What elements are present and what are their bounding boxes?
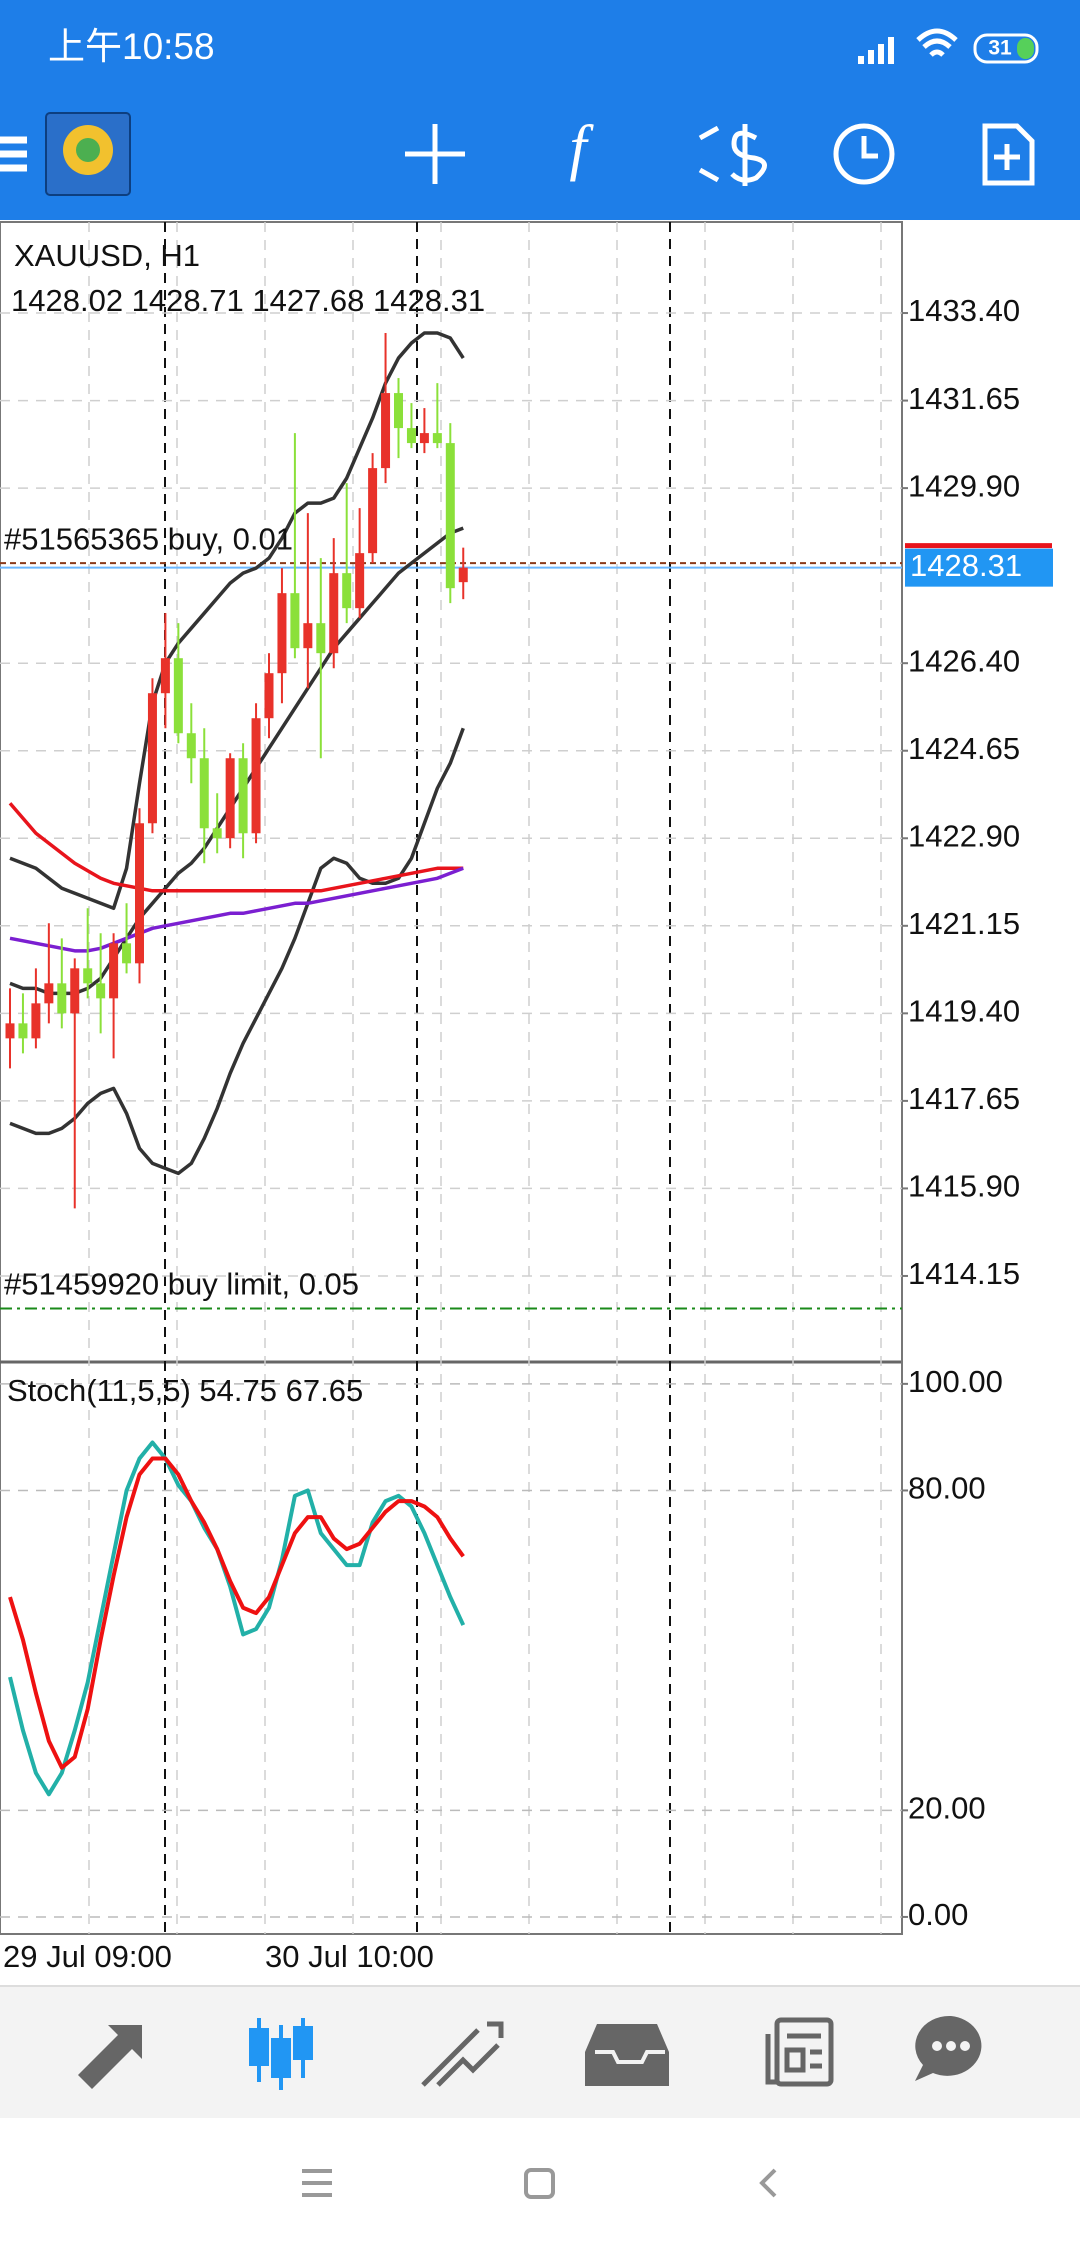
battery-level [1017,38,1034,59]
y-tick-label: 1426.40 [908,643,1020,678]
candle-body [160,658,170,694]
candle-body [225,758,235,839]
candle-body [432,433,442,444]
indicator-line [9,866,464,953]
candle-body [173,658,183,734]
y-tick-label: 1414.15 [908,1256,1020,1291]
candle-body [406,428,416,444]
symbol: XAUUSD, H1 [14,238,200,273]
grid [0,222,908,1934]
header [0,0,1080,220]
battery-icon [973,33,1039,64]
candle-body [83,968,93,984]
candle-body [251,718,261,834]
candle-body [419,433,429,444]
candle-body [147,693,157,824]
indicator-line [9,331,465,911]
candle-body [368,468,378,554]
crosshair-button[interactable] [405,124,465,184]
y-tick-label: 20.00 [908,1791,986,1826]
candle-body [212,828,222,839]
candle-body [70,968,80,1014]
x-label: 29 Jul 09:00 [3,1939,172,1974]
wifi-icon [916,28,958,57]
y-tick-label: 1433.40 [908,293,1020,328]
candle-body [31,1003,41,1039]
candle-body [186,733,196,759]
y-tick-label: 100.00 [908,1364,1003,1399]
signal-icon [858,37,894,64]
y-tick-label: 1419.40 [908,994,1020,1029]
plot [0,331,902,1797]
stoch-main [8,1440,466,1797]
system-nav [302,2168,777,2199]
nav-history[interactable] [585,2024,669,2086]
trade-button[interactable] [698,124,767,186]
candle-body [445,443,455,589]
sys-home[interactable] [524,2168,555,2199]
menu-icon[interactable] [0,136,27,172]
candle-body [135,823,144,964]
candle-body [264,673,274,719]
candle-body [199,758,209,829]
candle-body [342,573,352,609]
bottom-nav [0,1986,1080,2118]
y-tick-label: 0.00 [908,1897,968,1932]
candle-body [290,593,300,649]
price-tag [905,548,1053,587]
nav-trade[interactable] [421,2021,504,2087]
y-tick-label: 1417.65 [908,1081,1020,1116]
y-tick-label: 1424.65 [908,731,1020,766]
candle-body [238,758,248,834]
new-order-button[interactable] [982,123,1035,186]
y-tick-label: 1422.90 [908,818,1020,853]
candle-body [44,983,54,1004]
y-tick-label: 80.00 [908,1471,986,1506]
battery-text: 31 [988,37,1012,60]
candle-body [96,983,106,999]
candle-body [277,593,287,674]
candle-body [381,393,391,469]
candle-body [458,567,468,583]
nav-chart[interactable] [249,2018,313,2090]
y-tick-label: 1429.90 [908,468,1020,503]
candle-body [18,1023,28,1039]
candle-body [57,983,67,1014]
indicator-line [9,727,465,1176]
indicator-line [8,802,464,893]
sys-back[interactable] [759,2168,777,2198]
candle-body [316,623,326,654]
stoch-title: Stoch(11,5,5) 54.75 67.65 [7,1373,363,1408]
candle-body [109,943,119,999]
y-tick-label: 1415.90 [908,1169,1020,1204]
candle-body [355,553,365,609]
x-label: 30 Jul 10:00 [265,1939,434,1974]
candle-body [394,393,403,429]
timeframe-button[interactable] [833,123,895,185]
y-tick-label: 1421.15 [908,906,1020,941]
nav-chat[interactable] [915,2015,982,2081]
candle-body [5,1023,15,1039]
price-tag-label: 1428.31 [910,548,1022,583]
y-tick-label: 1431.65 [908,381,1020,416]
candle-body [329,573,339,654]
indicator-line [9,526,464,996]
order-label: #51459920 buy limit, 0.05 [4,1267,359,1302]
sys-menu[interactable] [302,2169,332,2197]
nav-quotes[interactable] [78,2025,142,2089]
candle-body [303,623,313,649]
candle-body [122,943,132,964]
ohlc-text: 1428.02 1428.71 1427.68 1428.31 [11,283,485,318]
stoch-signal [8,1456,465,1770]
app-logo-dot [76,138,100,162]
order-label: #51565365 buy, 0.01 [4,521,293,556]
nav-news[interactable] [765,2017,834,2087]
status-time: 上午10:58 [48,26,215,67]
